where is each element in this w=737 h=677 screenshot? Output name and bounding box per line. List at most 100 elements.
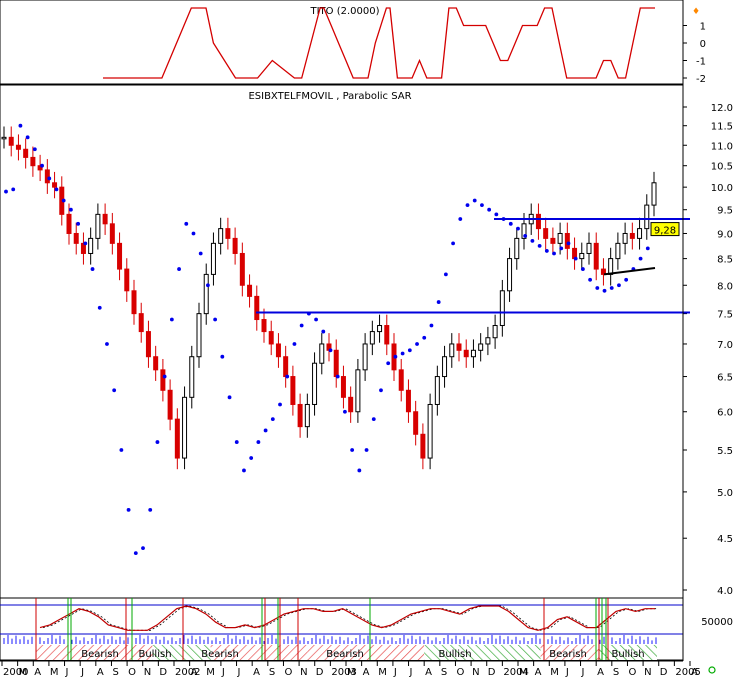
sar-dot — [393, 354, 398, 359]
sar-dot — [487, 207, 492, 212]
sar-dot — [552, 251, 556, 256]
x-tick-label: A — [34, 667, 41, 677]
sar-dot — [213, 317, 218, 322]
price-candle-body — [15, 144, 21, 150]
sar-dot — [206, 283, 210, 288]
sar-dot — [133, 551, 138, 556]
price-ytick-label: 6.5 — [717, 373, 733, 384]
sar-dot — [328, 348, 333, 353]
price-candle-body — [203, 273, 209, 315]
sar-dot — [422, 335, 427, 340]
sar-dot — [602, 288, 607, 293]
price-candle-body — [52, 182, 58, 188]
price-candle-body — [629, 232, 635, 239]
sar-dot — [321, 329, 326, 334]
sar-dot — [184, 221, 189, 226]
x-tick-label: S — [112, 667, 118, 677]
sar-dot — [162, 374, 167, 379]
sar-dot — [141, 546, 145, 550]
price-ytick-label: 7.5 — [717, 310, 733, 321]
regime-label: Bullish — [611, 649, 644, 660]
price-candle-body — [23, 148, 29, 158]
price-candle-body — [95, 213, 101, 239]
sar-dot — [379, 388, 383, 393]
sar-dot — [458, 217, 463, 221]
x-tick-label: S — [613, 667, 619, 677]
price-candle-body — [492, 325, 498, 339]
sar-dot — [645, 246, 650, 251]
sar-dot — [249, 456, 254, 460]
price-candle-body — [442, 356, 448, 378]
price-candle-body — [355, 369, 361, 413]
regime-label: Bearish — [549, 649, 587, 660]
price-candle-body — [550, 237, 556, 244]
sar-dot — [638, 256, 643, 261]
price-candle-body — [254, 295, 260, 321]
sar-dot — [278, 402, 282, 407]
last-price-label: 9,28 — [654, 226, 676, 237]
sar-dot — [400, 351, 405, 356]
x-tick-label: S — [269, 667, 275, 677]
x-tick-label: O — [628, 667, 636, 677]
price-candle-body — [564, 232, 570, 249]
price-candle-body — [304, 403, 310, 428]
price-candle-body — [261, 319, 267, 333]
price-candle-body — [600, 268, 606, 275]
x-tick-label: M — [347, 667, 356, 677]
price-candle-body — [88, 237, 94, 254]
support-trendline — [603, 267, 656, 276]
sar-dot — [624, 277, 629, 282]
x-tick-label: M — [19, 667, 28, 677]
volume-tick-label: 50000 — [701, 617, 733, 628]
price-candle-body — [37, 165, 43, 171]
x-tick-label: 2002 — [175, 667, 200, 677]
sar-dot — [523, 234, 528, 238]
sar-dot — [263, 428, 268, 433]
sar-dot — [256, 440, 261, 444]
price-candle-body — [102, 213, 108, 225]
price-candle-body — [362, 343, 368, 371]
price-candle-body — [377, 325, 383, 333]
price-candle-body — [247, 284, 253, 297]
price-candle-body — [117, 242, 123, 270]
sar-dot — [465, 203, 470, 208]
x-tick-label: M — [206, 667, 215, 677]
price-candle-body — [239, 252, 245, 286]
x-tick-label: 2003 — [331, 667, 356, 677]
price-candle-body — [8, 136, 14, 146]
sar-dot — [126, 507, 131, 512]
sar-dot — [155, 440, 160, 444]
tito-ytick-label: -1 — [696, 57, 706, 68]
price-candle-body — [66, 213, 72, 234]
price-ytick-label: 7.0 — [717, 340, 733, 351]
sar-dot — [588, 277, 592, 282]
sar-dot — [191, 231, 196, 236]
x-tick-label: A — [535, 667, 542, 677]
price-candle-body — [398, 369, 404, 391]
price-ytick-label: 12.0 — [711, 103, 733, 114]
tito-title: TITO (2.0000) — [309, 6, 379, 17]
price-candle-body — [182, 396, 188, 459]
x-tick-label: O — [284, 667, 292, 677]
price-candle-body — [109, 223, 115, 244]
price-ytick-label: 5.5 — [717, 446, 733, 457]
sar-dot — [609, 286, 614, 290]
sar-dot — [148, 507, 153, 512]
price-title: ESIBXTELFMOVIL , Parabolic SAR — [248, 91, 411, 102]
sar-dot — [617, 283, 621, 288]
regime-band-bullish — [424, 645, 541, 660]
price-candle-body — [153, 356, 159, 371]
sar-dot — [47, 176, 52, 181]
price-candle-body — [30, 156, 36, 167]
price-candle-body — [644, 204, 650, 230]
price-candle-body — [1, 136, 7, 140]
sar-dot — [198, 251, 203, 256]
sar-dot — [105, 342, 109, 346]
price-candle-body — [557, 232, 563, 244]
sar-dot — [371, 417, 376, 422]
x-tick-label: J — [80, 667, 84, 677]
sar-dot — [508, 221, 513, 226]
sar-dot — [573, 256, 578, 261]
sar-dot — [112, 388, 117, 393]
x-tick-label: N — [472, 667, 479, 677]
